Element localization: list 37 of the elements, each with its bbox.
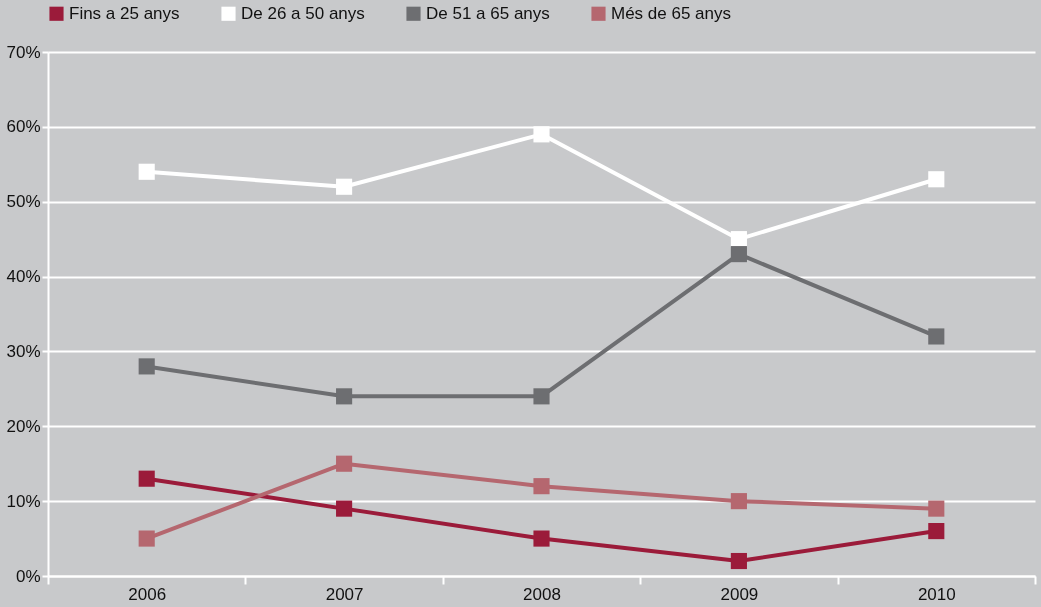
point <box>533 530 550 547</box>
y-tick-label: 10% <box>6 491 41 511</box>
y-tick-label: 0% <box>15 566 41 586</box>
point <box>138 163 155 180</box>
point <box>336 178 353 195</box>
x-tick-label: 2007 <box>325 584 364 604</box>
point <box>533 388 550 405</box>
legend-label: Fins a 25 anys <box>69 3 180 23</box>
point <box>730 552 747 570</box>
x-tick-label: 2009 <box>720 584 759 604</box>
x-tick-label: 2008 <box>523 584 561 604</box>
point <box>928 500 945 517</box>
y-tick-label: 30% <box>6 341 41 361</box>
legend-label: De 51 a 65 anys <box>426 3 550 23</box>
x-tick-label: 2006 <box>128 584 167 604</box>
point <box>730 231 747 248</box>
point <box>138 470 155 487</box>
y-tick-label: 40% <box>6 267 41 287</box>
point <box>533 478 550 495</box>
point <box>138 530 155 547</box>
point <box>730 493 747 510</box>
legend-label: De 26 a 50 anys <box>241 3 365 23</box>
point <box>533 126 550 143</box>
y-tick-label: 50% <box>6 192 41 212</box>
point <box>336 500 353 517</box>
y-tick-label: 70% <box>6 42 41 62</box>
point <box>138 358 155 375</box>
point <box>336 455 353 472</box>
x-tick-label: 2010 <box>917 584 956 604</box>
y-tick-label: 60% <box>6 117 41 137</box>
y-tick-label: 20% <box>6 416 41 436</box>
legend-label: Més de 65 anys <box>611 3 732 23</box>
point <box>928 171 945 188</box>
point <box>928 523 945 540</box>
point <box>336 388 353 405</box>
point <box>928 328 945 345</box>
point <box>730 246 747 263</box>
